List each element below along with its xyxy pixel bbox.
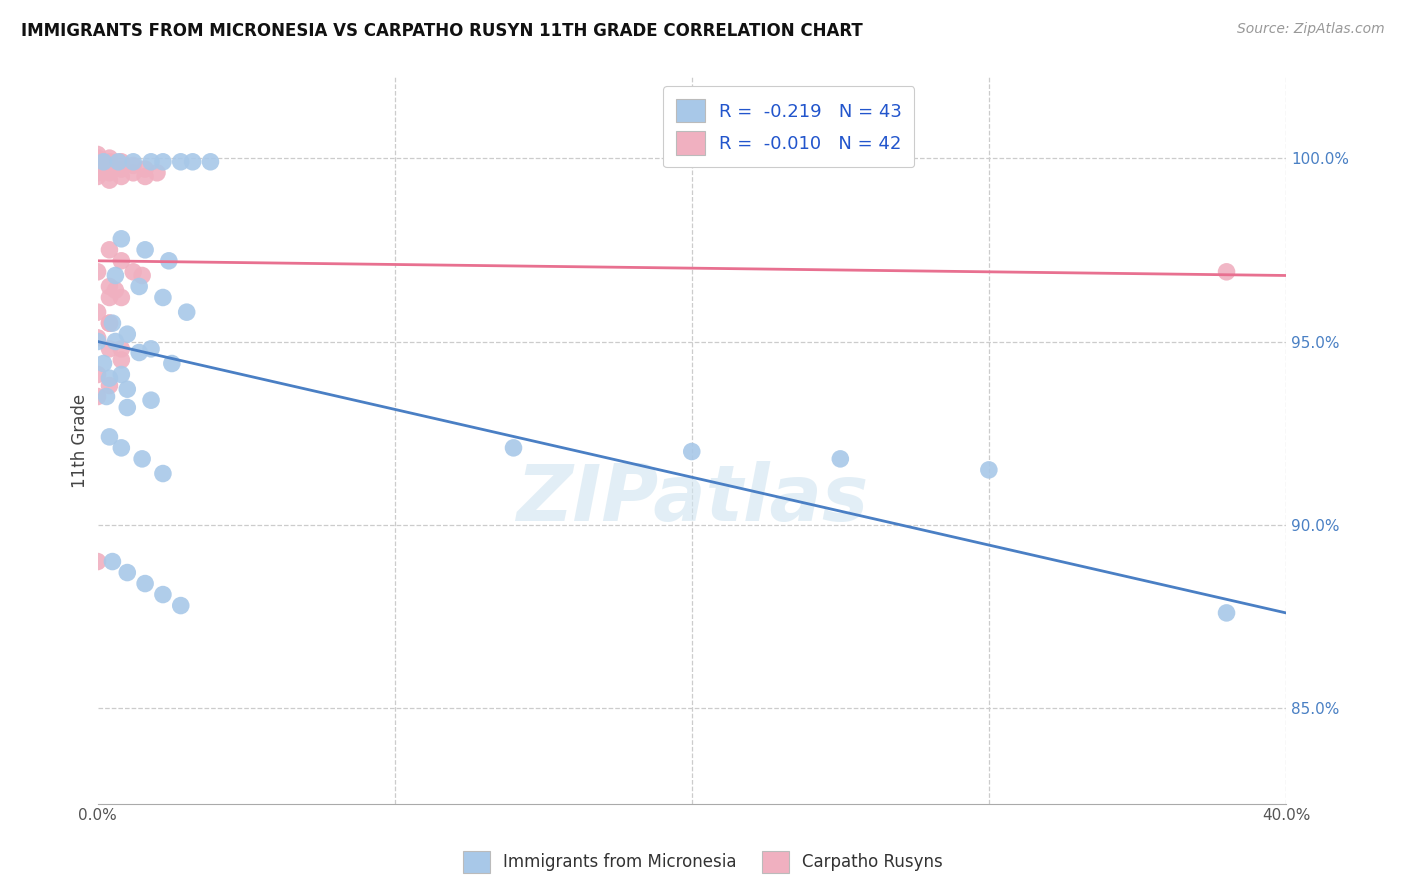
Text: Source: ZipAtlas.com: Source: ZipAtlas.com (1237, 22, 1385, 37)
Point (98, 154, 121, 169)
Point (110, 162, 132, 177)
Point (152, 588, 174, 602)
Point (86, 154, 108, 169)
Point (98, 243, 121, 257)
Text: ZIPatlas: ZIPatlas (516, 460, 868, 537)
Point (86, 151, 108, 165)
Point (96, 390, 118, 404)
Point (128, 345, 150, 359)
Point (977, 463, 1000, 477)
Point (86, 368, 108, 382)
Point (176, 305, 198, 319)
Point (122, 158, 145, 172)
Point (139, 393, 162, 408)
Point (101, 555, 124, 569)
Point (134, 243, 156, 257)
Point (160, 357, 183, 371)
Point (98, 173, 121, 187)
Point (98, 279, 121, 293)
Point (681, 444, 703, 458)
Point (86, 331, 108, 345)
Point (134, 162, 156, 177)
Point (134, 169, 156, 184)
Point (86, 169, 108, 184)
Point (131, 268, 153, 283)
Point (86, 390, 108, 404)
Point (122, 154, 145, 169)
Point (152, 291, 174, 305)
Point (181, 154, 204, 169)
Point (110, 291, 132, 305)
Point (110, 441, 132, 455)
Point (110, 232, 132, 246)
Point (98, 316, 121, 330)
Point (93, 154, 115, 169)
Point (152, 467, 174, 481)
Point (86, 162, 108, 177)
Point (110, 154, 132, 169)
Point (139, 342, 162, 356)
Point (86, 147, 108, 161)
Point (101, 316, 124, 330)
Point (131, 451, 153, 466)
Point (86, 555, 108, 569)
Point (86, 305, 108, 319)
Point (200, 154, 222, 169)
Point (830, 451, 852, 466)
Point (110, 169, 132, 184)
Point (170, 154, 193, 169)
Point (98, 151, 121, 165)
Point (122, 166, 145, 180)
Point (86, 265, 108, 279)
Point (104, 334, 127, 349)
Point (104, 268, 127, 283)
Point (110, 342, 132, 356)
Y-axis label: 11th Grade: 11th Grade (72, 393, 89, 488)
Point (117, 566, 139, 580)
Point (98, 316, 121, 330)
Point (117, 382, 139, 396)
Point (93, 357, 115, 371)
Point (128, 279, 150, 293)
Point (117, 401, 139, 415)
Point (98, 371, 121, 385)
Point (104, 283, 127, 297)
Point (157, 253, 180, 268)
Point (1215, 265, 1237, 279)
Point (98, 166, 121, 180)
Text: IMMIGRANTS FROM MICRONESIA VS CARPATHO RUSYN 11TH GRADE CORRELATION CHART: IMMIGRANTS FROM MICRONESIA VS CARPATHO R… (21, 22, 863, 40)
Point (110, 352, 132, 367)
Point (134, 576, 156, 591)
Legend: R =  -0.219   N = 43, R =  -0.010   N = 42: R = -0.219 N = 43, R = -0.010 N = 42 (664, 87, 914, 167)
Point (146, 166, 169, 180)
Point (110, 253, 132, 268)
Point (122, 265, 145, 279)
Point (98, 378, 121, 392)
Legend: Immigrants from Micronesia, Carpatho Rusyns: Immigrants from Micronesia, Carpatho Rus… (457, 845, 949, 880)
Point (139, 154, 162, 169)
Point (1215, 606, 1237, 620)
Point (502, 441, 524, 455)
Point (110, 368, 132, 382)
Point (98, 291, 121, 305)
Point (86, 166, 108, 180)
Point (86, 334, 108, 349)
Point (98, 162, 121, 177)
Point (107, 154, 129, 169)
Point (170, 599, 193, 613)
Point (98, 430, 121, 444)
Point (98, 342, 121, 356)
Point (117, 327, 139, 342)
Point (86, 158, 108, 172)
Point (152, 154, 174, 169)
